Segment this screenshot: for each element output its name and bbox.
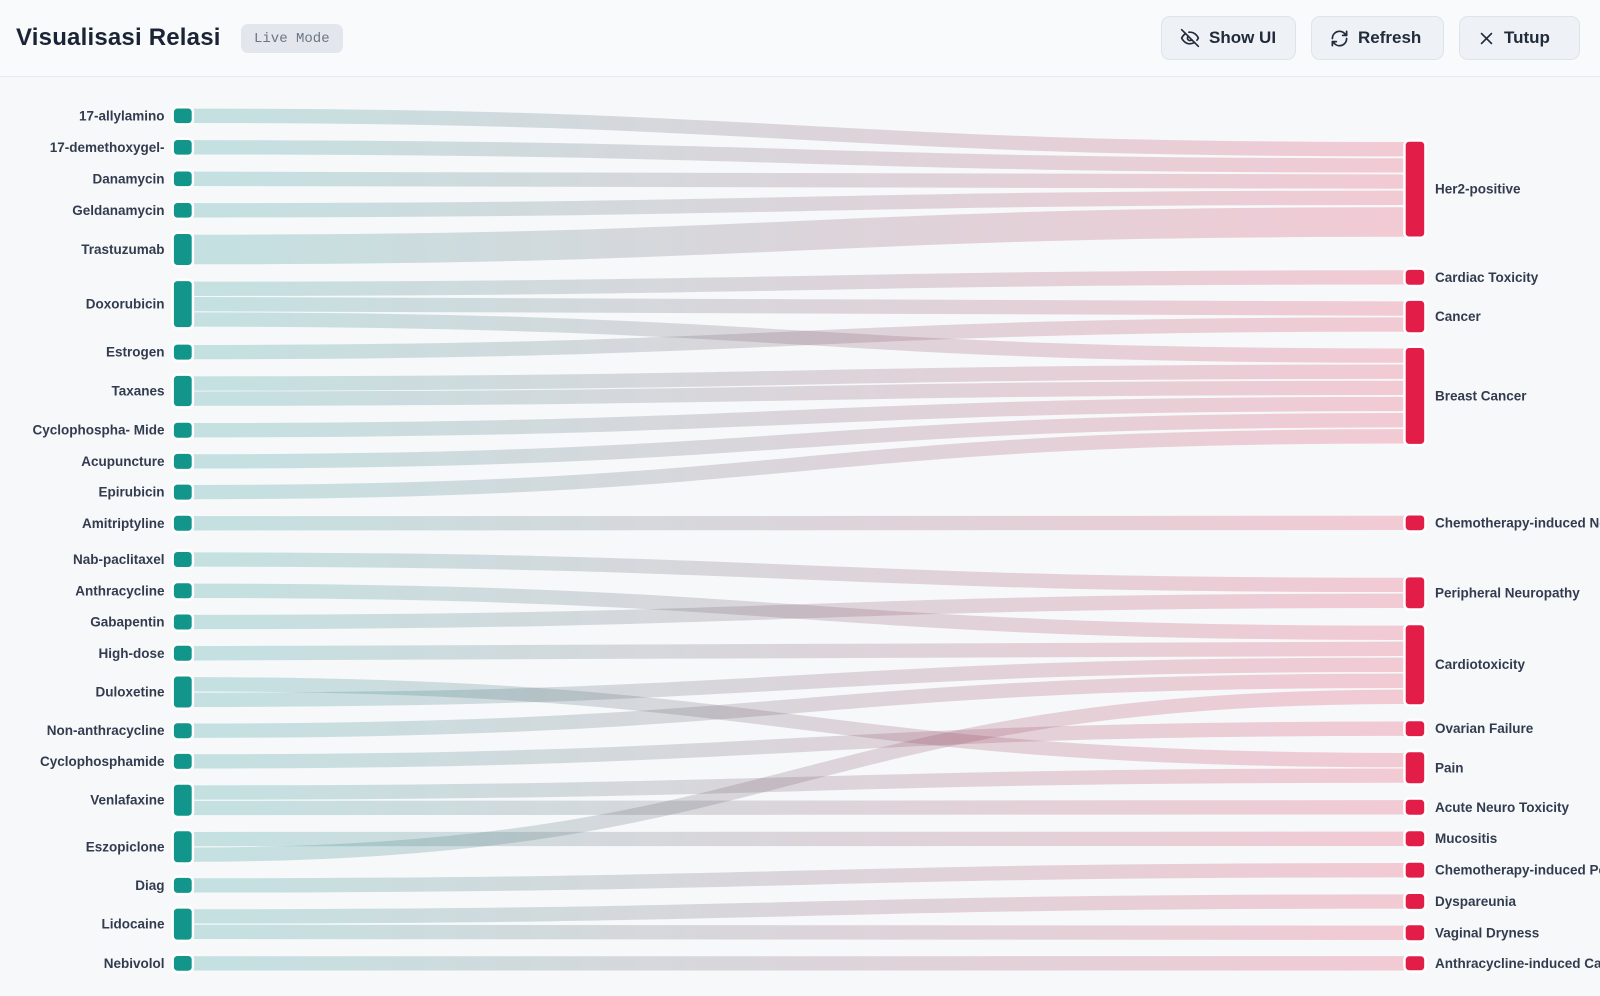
svg-text:Anthracycline-induced Cardioto: Anthracycline-induced Cardiotoxicity [1435, 956, 1600, 971]
svg-text:Geldanamycin: Geldanamycin [72, 203, 164, 218]
svg-text:Cyclophosphamide: Cyclophosphamide [40, 754, 165, 769]
svg-text:Vaginal Dryness: Vaginal Dryness [1435, 925, 1539, 940]
svg-text:Amitriptyline: Amitriptyline [82, 516, 165, 531]
svg-text:Pain: Pain [1435, 760, 1464, 775]
svg-text:Her2-positive: Her2-positive [1435, 182, 1521, 197]
svg-text:Non-anthracycline: Non-anthracycline [47, 723, 165, 738]
svg-text:17-demethoxygel-: 17-demethoxygel- [50, 140, 165, 155]
svg-text:Cardiotoxicity: Cardiotoxicity [1435, 657, 1526, 672]
svg-text:Duloxetine: Duloxetine [95, 685, 165, 700]
svg-text:Epirubicin: Epirubicin [98, 485, 164, 500]
svg-text:Anthracycline: Anthracycline [75, 583, 165, 598]
svg-text:Mucositis: Mucositis [1435, 831, 1497, 846]
svg-text:Acute Neuro Toxicity: Acute Neuro Toxicity [1435, 800, 1570, 815]
svg-text:Peripheral Neuropathy: Peripheral Neuropathy [1435, 585, 1580, 600]
svg-text:Eszopiclone: Eszopiclone [86, 839, 165, 854]
svg-text:Breast Cancer: Breast Cancer [1435, 388, 1527, 403]
svg-text:Trastuzumab: Trastuzumab [81, 242, 164, 257]
svg-text:Dyspareunia: Dyspareunia [1435, 894, 1517, 909]
svg-text:Cyclophospha- Mide: Cyclophospha- Mide [32, 423, 164, 438]
svg-text:Cancer: Cancer [1435, 309, 1482, 324]
svg-text:Danamycin: Danamycin [92, 171, 164, 186]
svg-text:Ovarian Failure: Ovarian Failure [1435, 721, 1534, 736]
svg-text:Cardiac Toxicity: Cardiac Toxicity [1435, 270, 1539, 285]
svg-text:Gabapentin: Gabapentin [90, 615, 164, 630]
svg-text:Chemotherapy-induced Periphera: Chemotherapy-induced Peripheral Neuropat… [1435, 863, 1600, 878]
svg-text:Diag: Diag [135, 878, 164, 893]
svg-text:Nebivolol: Nebivolol [104, 956, 165, 971]
svg-text:Lidocaine: Lidocaine [101, 917, 165, 932]
svg-text:High-dose: High-dose [99, 646, 165, 661]
svg-text:Nab-paclitaxel: Nab-paclitaxel [73, 552, 165, 567]
svg-text:Venlafaxine: Venlafaxine [90, 793, 165, 808]
svg-text:Chemotherapy-induced Neuropath: Chemotherapy-induced Neuropathic Pain [1435, 515, 1600, 530]
svg-text:Acupuncture: Acupuncture [81, 454, 165, 469]
svg-text:Estrogen: Estrogen [106, 345, 165, 360]
svg-text:Taxanes: Taxanes [111, 384, 164, 399]
svg-text:Doxorubicin: Doxorubicin [86, 297, 165, 312]
svg-text:17-allylamino: 17-allylamino [79, 108, 165, 123]
